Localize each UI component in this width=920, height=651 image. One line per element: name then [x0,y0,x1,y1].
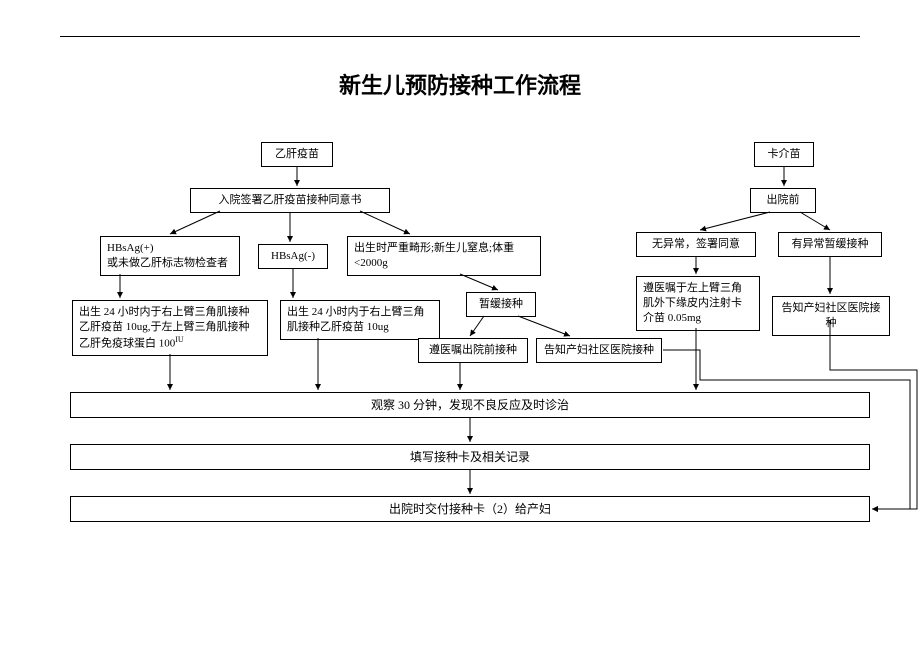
page-top-divider [60,36,860,37]
text-bcg-dose-c: 介苗 0.05mg [643,312,701,324]
node-dose-neg: 出生 24 小时内于右上臂三角 肌接种乙肝疫苗 10ug [280,300,440,340]
node-bcg-dose: 遵医嘱于左上臂三角 肌外下缘皮内注射卡 介苗 0.05mg [636,276,760,331]
text-dose-pos-c: 乙肝免疫球蛋白 100 [79,337,175,349]
node-inform-community-l: 告知产妇社区医院接种 [536,338,662,363]
text-bcg-dose-b: 肌外下缘皮内注射卡 [643,297,742,309]
node-born-cond: 出生时严重畸形;新生儿窒息;体重 <2000g [347,236,541,276]
node-hand-card: 出院时交付接种卡（2）给产妇 [70,496,870,522]
node-inform-community-r: 告知产妇社区医院接种 [772,296,890,336]
node-delay-vaccine: 暂缓接种 [466,292,536,317]
text-dose-pos-a: 出生 24 小时内于右上臂三角肌接种 [79,306,250,318]
node-no-abnormal: 无异常，签署同意 [636,232,756,257]
node-bcg: 卡介苗 [754,142,814,167]
text-dose-pos-b: 乙肝疫苗 10ug,于左上臂三角肌接种 [79,321,250,333]
text-hbsag-pos-b: 或未做乙肝标志物检查者 [107,257,228,269]
text-bcg-dose-a: 遵医嘱于左上臂三角 [643,282,742,294]
node-dose-pos: 出生 24 小时内于右上臂三角肌接种 乙肝疫苗 10ug,于左上臂三角肌接种 乙… [72,300,268,356]
text-born-cond-a: 出生时严重畸形;新生儿窒息;体重 [354,242,514,254]
text-dose-neg-a: 出生 24 小时内于右上臂三角 [287,306,425,318]
node-hbsag-pos: HBsAg(+) 或未做乙肝标志物检查者 [100,236,240,276]
node-observe: 观察 30 分钟，发现不良反应及时诊治 [70,392,870,418]
page-title: 新生儿预防接种工作流程 [0,68,920,100]
node-has-abnormal: 有异常暂缓接种 [778,232,882,257]
text-hbsag-pos-a: HBsAg(+) [107,242,154,254]
node-hbsag-neg: HBsAg(-) [258,244,328,269]
node-doctor-before-discharge: 遵医嘱出院前接种 [418,338,528,363]
node-pre-discharge: 出院前 [750,188,816,213]
node-fill-card: 填写接种卡及相关记录 [70,444,870,470]
node-hbv: 乙肝疫苗 [261,142,333,167]
text-born-cond-b: <2000g [354,257,388,269]
text-dose-neg-b: 肌接种乙肝疫苗 10ug [287,321,389,333]
text-dose-pos-c-sup: IU [175,335,183,344]
node-consent: 入院签署乙肝疫苗接种同意书 [190,188,390,213]
